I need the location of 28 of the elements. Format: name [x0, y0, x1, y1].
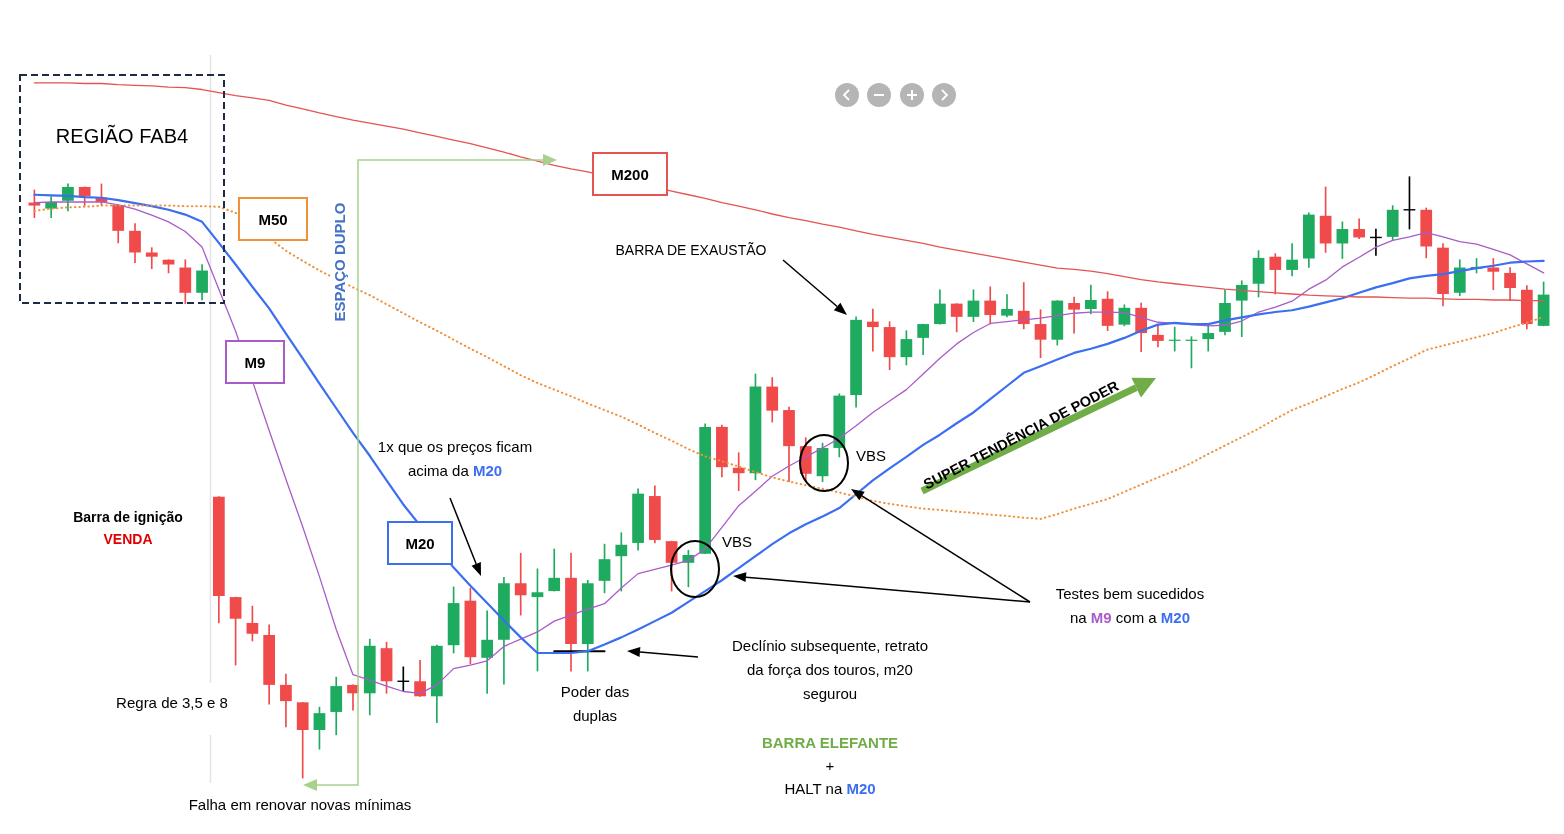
series-label: M20 [387, 521, 453, 565]
candlestick [1487, 258, 1500, 291]
annotation: Poder das duplas [559, 682, 631, 726]
annotation: ESPAÇO DUPLO [330, 202, 348, 322]
annotation: VBS [855, 446, 887, 464]
candlestick [615, 532, 628, 592]
candlestick [514, 552, 527, 616]
series-label: M50 [238, 197, 308, 241]
series-label: M200 [592, 152, 668, 196]
candlestick [145, 247, 158, 270]
text: Declínio subsequente, retrato da força dos touros, m20 segurou [732, 637, 928, 702]
annotation: VENDA [103, 531, 153, 547]
text: HALT na M20 [784, 779, 876, 797]
candlestick [866, 308, 879, 352]
annotation: VBS [721, 532, 753, 550]
candlestick [1068, 296, 1080, 334]
text: Falha em renovar novas mínimas [188, 795, 412, 813]
candlestick [481, 610, 494, 694]
annotation: Barra de ignição [73, 509, 183, 525]
candlestick [732, 452, 745, 491]
annotation: BARRA ELEFANTE [761, 733, 899, 751]
text: 1x que os preços ficam acima da M20 [377, 438, 533, 479]
text: REGIÃO FAB4 [55, 124, 189, 148]
series-label: M9 [225, 340, 285, 384]
annotation: BARRA DE EXAUSTÃO [615, 242, 767, 258]
annotation: Regra de 3,5 e 8 [116, 693, 228, 711]
text: Testes bem sucedidos na M9 com a M20 [1055, 585, 1205, 626]
annotation: + [825, 756, 835, 774]
